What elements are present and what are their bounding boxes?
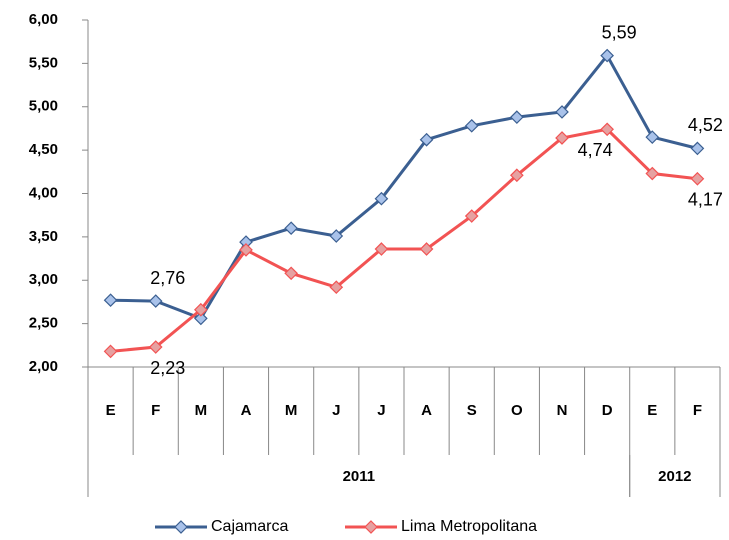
marker xyxy=(374,191,389,206)
y-tick-label: 6,00 xyxy=(29,11,58,28)
group-label: 2011 xyxy=(343,468,376,485)
legend-label: Cajamarca xyxy=(211,518,288,535)
x-tick-label: J xyxy=(377,402,385,419)
marker xyxy=(600,122,614,137)
legend-marker xyxy=(174,520,188,534)
x-tick-label: M xyxy=(195,402,208,419)
marker xyxy=(690,141,705,156)
legend-label: Lima Metropolitana xyxy=(401,518,537,535)
x-tick-label: F xyxy=(693,402,702,419)
series-line xyxy=(110,127,698,353)
x-tick-label: F xyxy=(151,402,160,419)
marker xyxy=(374,242,389,256)
marker xyxy=(194,302,208,317)
marker xyxy=(103,293,118,308)
x-tick-label: A xyxy=(421,402,432,419)
data-label: 5,59 xyxy=(602,22,637,42)
x-tick-label: A xyxy=(241,402,252,419)
x-tick-label: S xyxy=(467,402,477,419)
marker xyxy=(419,242,434,256)
data-label: 2,76 xyxy=(150,268,185,288)
y-tick-label: 2,00 xyxy=(29,358,58,375)
y-tick-label: 5,00 xyxy=(29,98,58,115)
x-tick-label: E xyxy=(647,402,657,419)
marker xyxy=(284,221,298,236)
marker xyxy=(329,280,344,295)
x-tick-label: M xyxy=(285,402,298,419)
x-tick-label: D xyxy=(602,402,613,419)
marker xyxy=(555,131,569,145)
x-tick-label: N xyxy=(557,402,568,419)
group-label: 2012 xyxy=(658,468,691,485)
x-tick-label: O xyxy=(511,402,523,419)
marker xyxy=(645,166,660,181)
marker xyxy=(464,118,479,133)
marker xyxy=(194,311,208,326)
x-tick-label: J xyxy=(332,402,340,419)
data-label: 4,17 xyxy=(688,190,723,210)
series-line xyxy=(110,52,698,321)
y-tick-label: 3,00 xyxy=(29,271,58,288)
marker xyxy=(464,209,479,223)
marker xyxy=(510,168,524,183)
y-tick-label: 4,50 xyxy=(29,141,58,158)
marker xyxy=(148,294,163,308)
data-label: 4,74 xyxy=(578,140,613,160)
marker xyxy=(419,132,434,147)
marker xyxy=(645,130,660,144)
data-label: 4,52 xyxy=(688,115,723,135)
marker xyxy=(600,48,614,63)
y-tick-label: 2,50 xyxy=(29,315,58,332)
marker xyxy=(148,340,163,354)
marker xyxy=(103,344,118,359)
y-tick-label: 4,00 xyxy=(29,184,58,201)
marker xyxy=(239,243,253,257)
data-label: 2,23 xyxy=(150,358,185,378)
marker xyxy=(555,105,569,119)
marker xyxy=(329,229,344,243)
y-tick-label: 3,50 xyxy=(29,228,58,245)
x-tick-label: E xyxy=(106,402,116,419)
marker xyxy=(690,171,705,186)
legend-marker xyxy=(364,520,378,534)
marker xyxy=(284,266,298,281)
y-tick-label: 5,50 xyxy=(29,54,58,71)
marker xyxy=(510,110,524,125)
